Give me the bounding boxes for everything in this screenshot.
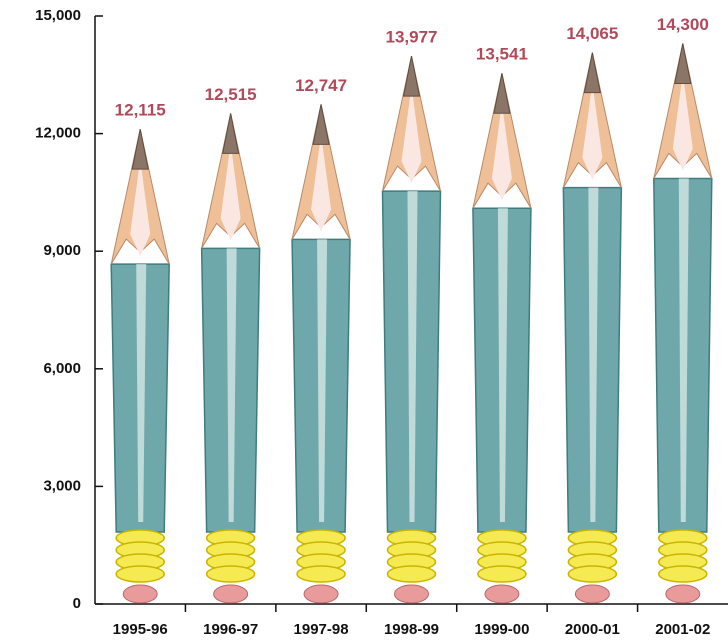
pencil-wood-light xyxy=(220,143,241,241)
pencil-lead xyxy=(583,52,601,94)
x-tick-label: 2000-01 xyxy=(565,621,620,638)
pencil-eraser xyxy=(394,584,429,604)
pencil xyxy=(110,128,170,604)
pencil-wood-light xyxy=(491,103,512,201)
x-tick-label: 2001-02 xyxy=(655,621,710,638)
x-tick-label: 1996-97 xyxy=(203,621,258,638)
pencil-shine xyxy=(497,208,508,522)
x-tick-label: 1995-96 xyxy=(113,621,168,638)
pencil-eraser xyxy=(303,584,339,604)
y-tick-label: 9,000 xyxy=(43,242,81,259)
pencil-ferrule xyxy=(386,565,437,583)
pencil-wood-light xyxy=(130,159,151,257)
pencil-shine xyxy=(407,191,418,522)
pencil-lead xyxy=(131,128,149,170)
pencil-ferrule xyxy=(658,565,708,583)
pencil-lead xyxy=(674,43,692,84)
pencil-lead xyxy=(402,56,421,97)
pencil-eraser xyxy=(484,584,520,604)
y-tick-label: 15,000 xyxy=(35,7,81,24)
pencil-ferrule xyxy=(567,565,618,583)
pencil xyxy=(653,43,713,604)
value-label: 14,300 xyxy=(657,15,709,34)
pencil-eraser xyxy=(665,584,701,604)
y-tick-label: 0 xyxy=(73,595,81,612)
x-tick-label: 1999-00 xyxy=(474,621,529,638)
pencil-wood-light xyxy=(311,134,332,232)
pencil-shine xyxy=(226,248,237,523)
pencil-wood-light xyxy=(401,86,422,184)
value-label: 14,065 xyxy=(566,24,618,43)
value-label: 13,977 xyxy=(386,28,438,47)
pencil-ferrule xyxy=(477,565,527,583)
pencil-shine xyxy=(678,178,689,522)
pencil-lead xyxy=(493,73,511,114)
x-tick-label: 1998-99 xyxy=(384,621,439,638)
pencil-eraser xyxy=(213,584,249,604)
value-label: 13,541 xyxy=(476,45,528,64)
pencil-wood-light xyxy=(672,73,693,171)
pencil xyxy=(472,73,532,604)
pencil-shine xyxy=(317,239,328,522)
y-tick-label: 12,000 xyxy=(35,125,81,142)
x-tick-label: 1997-98 xyxy=(294,621,349,638)
y-tick-label: 3,000 xyxy=(43,477,81,494)
value-label: 12,515 xyxy=(205,85,257,104)
pencil-lead xyxy=(222,113,240,154)
pencil-ferrule xyxy=(205,565,256,583)
pencil-lead xyxy=(312,104,330,145)
value-label: 12,115 xyxy=(115,101,166,120)
pencil xyxy=(291,104,351,604)
pencil-eraser xyxy=(122,584,158,604)
pencil xyxy=(381,55,442,604)
y-tick-label: 6,000 xyxy=(43,360,81,377)
value-label: 12,747 xyxy=(295,76,347,95)
pencil-shine xyxy=(136,264,147,522)
pencil-ferrule xyxy=(115,565,165,583)
pencil xyxy=(200,113,261,604)
pencil-eraser xyxy=(574,584,610,604)
pencil-shine xyxy=(588,187,599,523)
pencil-wood-light xyxy=(582,82,603,180)
pencil xyxy=(562,52,623,604)
pencil-ferrule xyxy=(296,565,346,583)
